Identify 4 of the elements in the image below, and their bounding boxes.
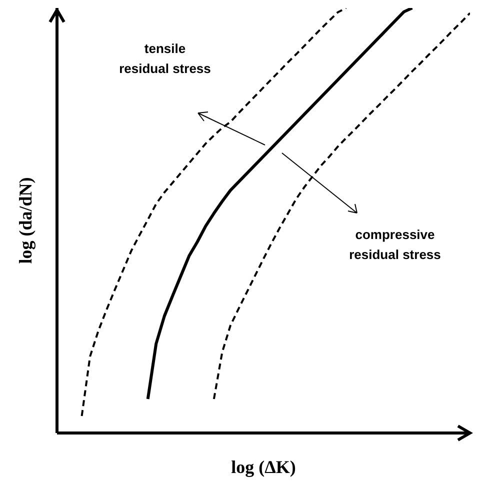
y-axis-title: log (da/dN) [15,177,36,264]
annotation: tensile residual stress [119,41,211,76]
annotation: compressive residual stress [349,227,441,262]
x-axis-title: log (ΔK) [231,457,296,477]
